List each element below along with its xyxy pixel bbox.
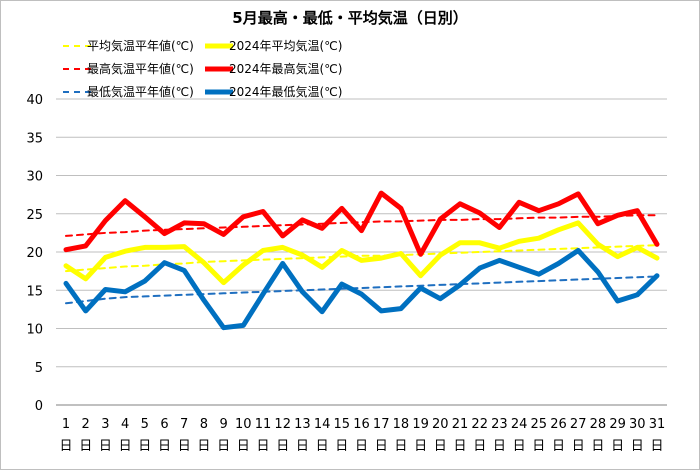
x-tick-suffix: 日	[453, 439, 466, 454]
x-axis-ticks: 1日2日3日4日5日6日7日8日9日10日11日12日13日14日15日16日1…	[59, 417, 665, 454]
x-tick-label: 6	[160, 417, 168, 432]
x-tick-suffix: 日	[158, 439, 171, 454]
x-tick-suffix: 日	[217, 439, 230, 454]
legend-label-1: 2024年平均気温(℃)	[229, 38, 342, 53]
x-tick-label: 25	[531, 417, 548, 432]
legend-label-3: 2024年最高気温(℃)	[229, 61, 342, 76]
x-tick-label: 31	[649, 417, 666, 432]
x-tick-label: 16	[353, 417, 370, 432]
x-tick-label: 20	[432, 417, 449, 432]
x-tick-suffix: 日	[414, 439, 427, 454]
x-tick-label: 3	[101, 417, 109, 432]
x-tick-suffix: 日	[276, 439, 289, 454]
x-tick-suffix: 日	[394, 439, 407, 454]
x-tick-label: 14	[314, 417, 331, 432]
y-tick-label: 10	[26, 323, 43, 338]
x-tick-label: 21	[452, 417, 469, 432]
legend-label-2: 最高気温平年値(℃)	[87, 61, 194, 76]
y-tick-label: 40	[26, 93, 43, 108]
x-tick-label: 17	[373, 417, 390, 432]
x-tick-label: 7	[180, 417, 188, 432]
x-tick-label: 13	[294, 417, 311, 432]
series-line-2	[65, 214, 658, 237]
legend: 平均気温平年値(℃) 2024年平均気温(℃) 最高気温平年値(℃) 2024年最高気…	[63, 38, 342, 99]
x-tick-label: 4	[121, 417, 129, 432]
x-tick-label: 26	[550, 417, 567, 432]
series-line-5	[63, 248, 660, 331]
x-tick-suffix: 日	[493, 439, 506, 454]
x-tick-label: 15	[334, 417, 351, 432]
x-tick-label: 10	[235, 417, 252, 432]
x-tick-label: 2	[82, 417, 90, 432]
series-line-4	[65, 275, 658, 305]
x-tick-suffix: 日	[650, 439, 663, 454]
chart-title: 5月最高・最低・平均気温（日別）	[232, 9, 467, 27]
x-tick-suffix: 日	[355, 439, 368, 454]
x-tick-label: 22	[471, 417, 488, 432]
x-tick-suffix: 日	[513, 439, 526, 454]
x-tick-suffix: 日	[256, 439, 269, 454]
x-tick-suffix: 日	[532, 439, 545, 454]
legend-label-4: 最低気温平年値(℃)	[87, 84, 194, 99]
x-tick-suffix: 日	[552, 439, 565, 454]
x-tick-label: 30	[629, 417, 646, 432]
x-tick-label: 28	[590, 417, 607, 432]
x-tick-label: 23	[491, 417, 508, 432]
x-tick-suffix: 日	[335, 439, 348, 454]
x-tick-suffix: 日	[197, 439, 210, 454]
x-tick-suffix: 日	[138, 439, 151, 454]
series-line-1	[63, 220, 660, 286]
y-axis-ticks: 0 5 10 15 20 25 30 35 40	[26, 93, 43, 414]
x-tick-suffix: 日	[79, 439, 92, 454]
x-tick-label: 1	[62, 417, 70, 432]
x-tick-label: 27	[570, 417, 587, 432]
x-tick-suffix: 日	[631, 439, 644, 454]
x-tick-label: 29	[609, 417, 626, 432]
x-tick-suffix: 日	[59, 439, 72, 454]
x-tick-suffix: 日	[178, 439, 191, 454]
x-tick-label: 19	[412, 417, 429, 432]
y-tick-label: 15	[26, 284, 43, 299]
x-tick-suffix: 日	[99, 439, 112, 454]
x-tick-suffix: 日	[572, 439, 585, 454]
x-tick-suffix: 日	[237, 439, 250, 454]
x-tick-suffix: 日	[434, 439, 447, 454]
y-tick-label: 20	[26, 246, 43, 261]
y-tick-label: 30	[26, 170, 43, 185]
x-tick-label: 12	[274, 417, 291, 432]
series-layer	[63, 190, 660, 331]
x-tick-suffix: 日	[473, 439, 486, 454]
x-tick-suffix: 日	[316, 439, 329, 454]
x-tick-suffix: 日	[375, 439, 388, 454]
x-tick-label: 8	[200, 417, 208, 432]
y-tick-label: 35	[26, 131, 43, 146]
grid-lines	[56, 98, 667, 406]
x-tick-suffix: 日	[591, 439, 604, 454]
x-tick-label: 18	[393, 417, 410, 432]
legend-label-5: 2024年最低気温(℃)	[229, 84, 342, 99]
x-tick-label: 5	[141, 417, 149, 432]
x-tick-suffix: 日	[611, 439, 624, 454]
x-tick-label: 9	[219, 417, 227, 432]
x-tick-suffix: 日	[296, 439, 309, 454]
y-tick-label: 0	[35, 399, 43, 414]
x-tick-label: 24	[511, 417, 528, 432]
x-tick-label: 11	[255, 417, 272, 432]
x-tick-suffix: 日	[119, 439, 132, 454]
series-line-3	[63, 190, 660, 257]
legend-label-0: 平均気温平年値(℃)	[87, 38, 194, 53]
y-tick-label: 5	[35, 361, 43, 376]
y-tick-label: 25	[26, 208, 43, 223]
